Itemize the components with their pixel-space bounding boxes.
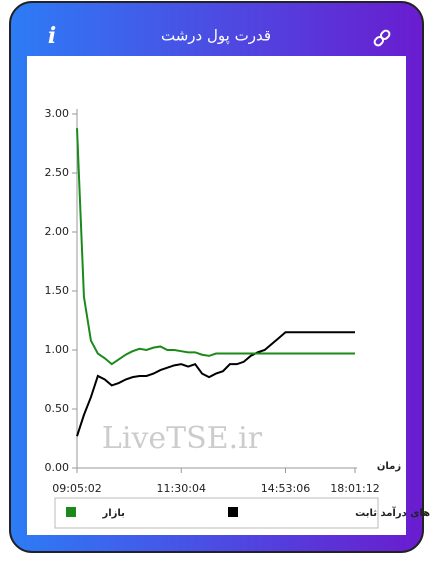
line-series — [76, 331, 355, 437]
x-tick-label: 18:01:12 — [330, 482, 379, 495]
y-tick-label: 1.50 — [45, 284, 70, 297]
legend-label: بازار — [101, 508, 124, 519]
x-tick-label: 11:30:04 — [157, 482, 206, 495]
legend-swatch — [228, 507, 238, 517]
y-tick-label: 2.50 — [45, 166, 70, 179]
y-tick-label: 1.00 — [45, 343, 70, 356]
x-tick-label: 09:05:02 — [52, 482, 101, 495]
watermark: LiveTSE.ir — [102, 421, 263, 456]
y-tick-label: 0.50 — [45, 402, 70, 415]
link-icon[interactable] — [373, 29, 391, 47]
widget-title: قدرت پول درشت — [161, 27, 271, 46]
x-tick-label: 14:53:06 — [261, 482, 310, 495]
legend-label: صندوق های درآمد ثابت — [355, 506, 433, 519]
info-icon[interactable]: i — [48, 23, 56, 49]
y-tick-label: 2.00 — [45, 225, 70, 238]
legend-swatch — [66, 507, 76, 517]
legend-box — [54, 497, 379, 529]
chart-panel — [27, 56, 406, 535]
x-axis-label: زمان — [377, 461, 401, 472]
y-tick-label: 0.00 — [45, 461, 70, 474]
y-tick-label: 3.00 — [45, 107, 70, 120]
line-series — [76, 128, 355, 366]
